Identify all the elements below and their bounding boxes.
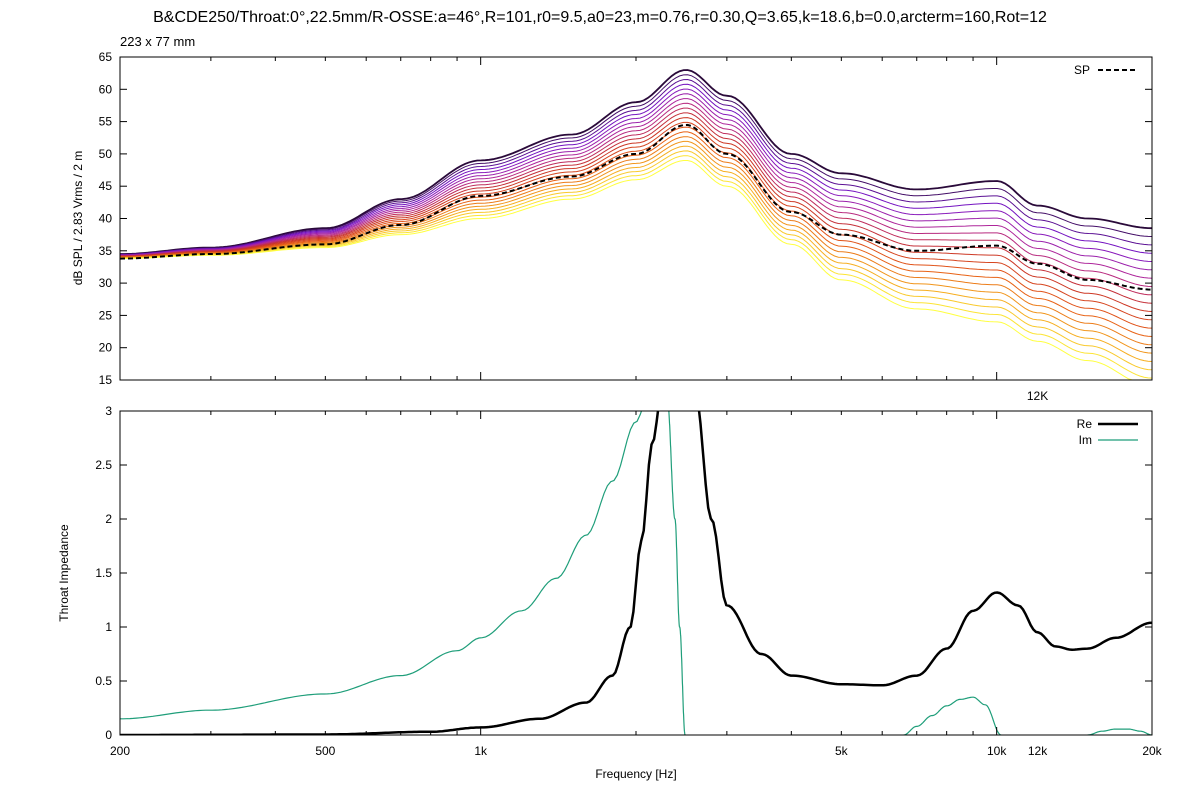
spl-legend: SP <box>1074 63 1138 77</box>
re-series-line <box>120 411 1152 735</box>
spl-panel: 15 20 25 30 35 40 45 50 55 60 65 12K dB SPL / 2.83… <box>71 50 1153 403</box>
spl-y-tick-label: 20 <box>99 341 113 355</box>
spl-family-curve <box>120 126 1153 329</box>
impedance-x-ticks: 200 500 1k 5k 10k 12k 20k <box>110 411 1163 758</box>
spl-y-tick-label: 45 <box>99 179 113 193</box>
im-series-segment <box>903 696 1002 735</box>
impedance-plot-frame <box>119 410 1153 736</box>
spl-family-curve <box>119 160 1152 381</box>
spl-y-tick-label: 40 <box>99 212 113 226</box>
chart-subtitle: 223 x 77 mm <box>120 34 195 49</box>
spl-family-curve <box>120 88 1153 262</box>
spl-y-tick-label: 55 <box>99 115 113 129</box>
spl-family-curve <box>120 150 1153 371</box>
spl-family-curve <box>119 112 1153 304</box>
spl-family-curve <box>119 74 1153 255</box>
spl-y-tick-label: 50 <box>99 147 113 161</box>
chart-title: B&CDE250/Throat:0°,22.5mm/R-OSSE:a=46°,R… <box>153 9 1047 26</box>
spl-family-curve <box>119 136 1153 346</box>
legend-label-im: Im <box>1079 433 1092 447</box>
impedance-panel: 0 0.5 1 1.5 2 2.5 3 200 500 1k 5k 10k 12k 20k Throat… <box>57 404 1163 781</box>
impedance-x-tick-label: 20k <box>1142 744 1162 758</box>
spl-family-curve <box>120 121 1153 321</box>
spl-y-tick-label: 25 <box>99 308 113 322</box>
spl-family-curve <box>120 69 1153 255</box>
impedance-x-tick-label: 1k <box>474 744 488 758</box>
sp-series-line <box>119 123 1153 291</box>
legend-label-sp: SP <box>1074 63 1090 77</box>
im-series-segment <box>120 411 643 720</box>
spl-y-tick-label: 30 <box>99 276 113 290</box>
impedance-x-tick-label: 200 <box>110 744 130 758</box>
spl-family-curve <box>120 145 1153 362</box>
impedance-y-tick-label: 0.5 <box>95 674 112 688</box>
spl-curve-family <box>119 69 1153 381</box>
spl-family-curve <box>120 78 1153 255</box>
spl-family-curve <box>120 102 1153 287</box>
spl-plot-frame <box>119 56 1153 381</box>
impedance-x-tick-label: 500 <box>315 744 335 758</box>
impedance-y-tick-label: 1 <box>105 620 112 634</box>
impedance-x-tick-label: 10k <box>987 744 1007 758</box>
legend-label-re: Re <box>1077 417 1093 431</box>
impedance-y-tick-label: 2 <box>105 512 112 526</box>
impedance-y-ticks: 0 0.5 1 1.5 2 2.5 3 <box>95 404 1152 742</box>
im-series-segment <box>668 411 686 735</box>
spl-x-tick-label: 12K <box>1027 389 1048 403</box>
spl-family-curve <box>120 131 1153 337</box>
spl-y-ticks: 15 20 25 30 35 40 45 50 55 60 65 <box>99 50 1152 387</box>
spl-y-tick-label: 15 <box>99 373 113 387</box>
spl-family-curve <box>120 107 1153 296</box>
spl-y-tick-label: 65 <box>99 50 113 64</box>
spl-y-tick-label: 60 <box>99 82 113 96</box>
impedance-y-tick-label: 1.5 <box>95 566 112 580</box>
impedance-x-tick-label: 5k <box>835 744 849 758</box>
spl-y-axis-label: dB SPL / 2.83 Vrms / 2 m <box>71 151 85 286</box>
spl-family-curve <box>120 93 1153 271</box>
x-axis-label: Frequency [Hz] <box>595 767 676 781</box>
spl-y-tick-label: 35 <box>99 244 113 258</box>
impedance-y-tick-label: 2.5 <box>95 458 112 472</box>
impedance-legend: Re Im <box>1077 417 1138 447</box>
impedance-y-tick-label: 0 <box>105 728 112 742</box>
spl-family-curve <box>119 98 1153 279</box>
impedance-y-axis-label: Throat Impedance <box>57 524 71 622</box>
impedance-y-tick-label: 3 <box>105 404 112 418</box>
spl-family-curve <box>120 83 1153 256</box>
spl-x-ticks: 12K <box>119 57 1153 403</box>
impedance-x-tick-label: 12k <box>1028 744 1048 758</box>
impedance-curves <box>120 411 1152 735</box>
spl-family-curve <box>120 155 1153 379</box>
spl-family-curve <box>120 117 1153 312</box>
im-series-segment <box>1087 728 1152 735</box>
